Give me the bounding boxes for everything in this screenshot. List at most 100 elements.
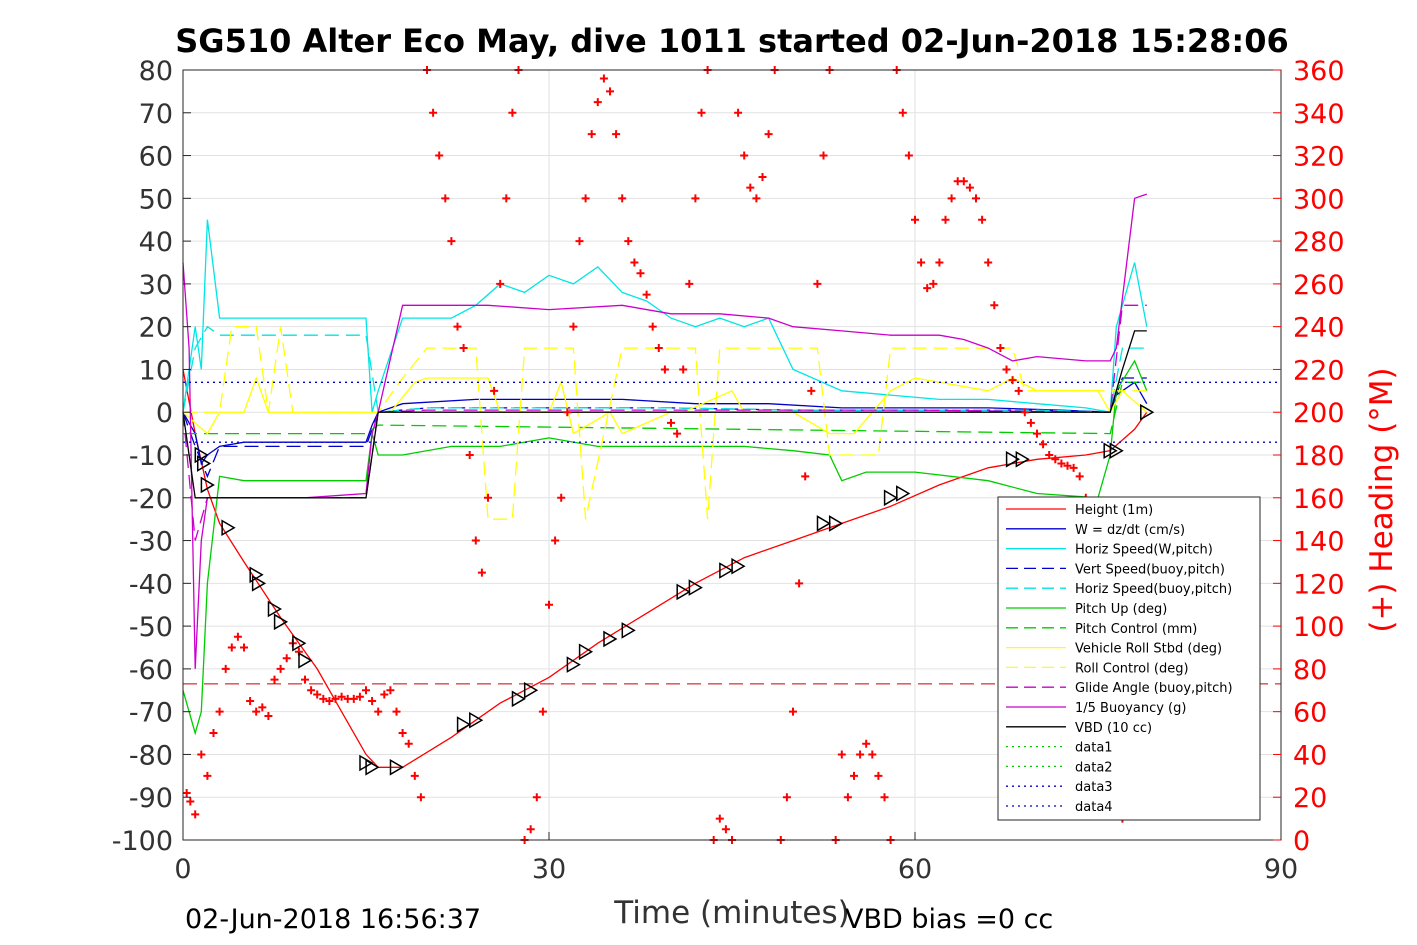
heading-marker xyxy=(404,739,413,748)
heading-marker xyxy=(697,108,706,117)
series-line xyxy=(183,326,1147,520)
heading-marker xyxy=(996,344,1005,353)
x-axis: 0 30 60 90 xyxy=(174,832,1298,885)
heading-marker xyxy=(581,194,590,203)
legend-label: Glide Angle (buoy,pitch) xyxy=(1075,681,1233,696)
heading-marker xyxy=(349,694,358,703)
series-line xyxy=(182,376,1148,435)
triangle-marker xyxy=(298,652,313,669)
heading-marker xyxy=(1075,472,1084,481)
triangle-marker xyxy=(828,515,844,532)
triangle-marker xyxy=(603,630,618,648)
triangle-marker xyxy=(273,613,289,631)
heading-marker xyxy=(636,269,645,278)
heading-marker xyxy=(837,750,846,759)
legend-label: Pitch Up (deg) xyxy=(1075,602,1167,617)
left-tick-label: -20 xyxy=(129,484,173,515)
right-tick-label: 360 xyxy=(1293,56,1345,87)
left-tick-label: 20 xyxy=(139,313,173,344)
x-tick-label: 0 xyxy=(174,854,191,885)
left-tick-label: 40 xyxy=(139,227,173,258)
right-tick-label: 340 xyxy=(1293,99,1345,130)
triangle-marker xyxy=(1140,403,1155,421)
legend-label: W = dz/dt (cm/s) xyxy=(1075,523,1185,538)
legend-label: Height (1m) xyxy=(1075,503,1153,518)
right-tick-label: 280 xyxy=(1293,227,1345,258)
heading-marker xyxy=(923,284,932,293)
series-line xyxy=(182,381,1148,466)
heading-marker xyxy=(807,386,816,395)
heading-marker xyxy=(782,793,791,802)
right-tick-label: 200 xyxy=(1293,398,1345,429)
series-line xyxy=(182,359,1148,736)
heading-marker xyxy=(203,771,212,780)
left-tick-label: 80 xyxy=(139,56,173,87)
triangle-marker xyxy=(221,519,236,537)
right-tick-label: 100 xyxy=(1293,612,1345,643)
footer-timestamp: 02-Jun-2018 16:56:37 xyxy=(185,904,481,935)
heading-marker xyxy=(325,696,334,705)
right-tick-label: 320 xyxy=(1293,142,1345,173)
left-tick-label: 50 xyxy=(139,184,173,215)
heading-marker xyxy=(386,686,395,695)
legend-label: Horiz Speed(buoy,pitch) xyxy=(1075,582,1232,597)
heading-marker xyxy=(362,686,370,695)
left-tick-label: 60 xyxy=(139,142,173,173)
heading-marker xyxy=(1020,408,1029,417)
heading-marker xyxy=(441,194,450,203)
heading-marker xyxy=(630,258,639,267)
heading-marker xyxy=(612,130,621,139)
heading-marker xyxy=(715,814,724,823)
heading-marker xyxy=(240,643,248,652)
triangle-marker xyxy=(267,600,282,618)
heading-marker xyxy=(246,696,255,705)
triangle-marker xyxy=(1005,450,1021,468)
heading-marker xyxy=(813,279,822,288)
heading-marker xyxy=(264,711,273,720)
heading-marker xyxy=(691,194,700,203)
series-line xyxy=(182,377,1147,479)
heading-marker xyxy=(258,703,267,712)
left-tick-label: 10 xyxy=(139,355,173,386)
heading-marker xyxy=(599,74,608,83)
left-tick-label: -50 xyxy=(129,612,173,643)
heading-marker xyxy=(1057,459,1066,468)
series-line xyxy=(182,330,1147,499)
heading-marker xyxy=(660,365,669,374)
heading-marker xyxy=(990,301,999,310)
heading-marker xyxy=(911,215,919,224)
heading-marker xyxy=(471,536,480,545)
right-tick-label: 300 xyxy=(1293,184,1345,215)
triangle-marker xyxy=(883,489,899,507)
heading-layer xyxy=(182,66,1127,844)
left-tick-label: -10 xyxy=(129,441,173,472)
heading-marker xyxy=(209,729,218,738)
heading-marker xyxy=(490,386,499,395)
triangle-marker xyxy=(719,562,734,579)
right-tick-label: 260 xyxy=(1293,270,1345,301)
heading-marker xyxy=(453,322,462,331)
triangle-marker xyxy=(251,575,267,592)
heading-marker xyxy=(673,429,682,438)
heading-marker xyxy=(587,130,596,139)
triangle-marker xyxy=(389,758,404,776)
heading-marker xyxy=(1063,461,1072,470)
x-tick-label: 60 xyxy=(898,854,932,885)
heading-marker xyxy=(575,237,584,246)
heading-marker xyxy=(606,87,614,96)
heading-marker xyxy=(898,108,907,117)
heading-marker xyxy=(508,108,517,117)
triangle-marker xyxy=(1109,442,1124,460)
heading-marker xyxy=(484,493,492,502)
heading-marker xyxy=(563,408,572,417)
heading-marker xyxy=(1069,463,1078,472)
heading-marker xyxy=(843,793,852,802)
footer-vbd-bias: VBD bias =0 cc xyxy=(845,904,1053,935)
heading-marker xyxy=(1008,376,1017,385)
heading-marker xyxy=(374,707,383,716)
heading-marker xyxy=(856,750,865,759)
triangle-marker xyxy=(196,455,212,472)
heading-marker xyxy=(416,793,425,802)
heading-marker xyxy=(593,98,602,107)
